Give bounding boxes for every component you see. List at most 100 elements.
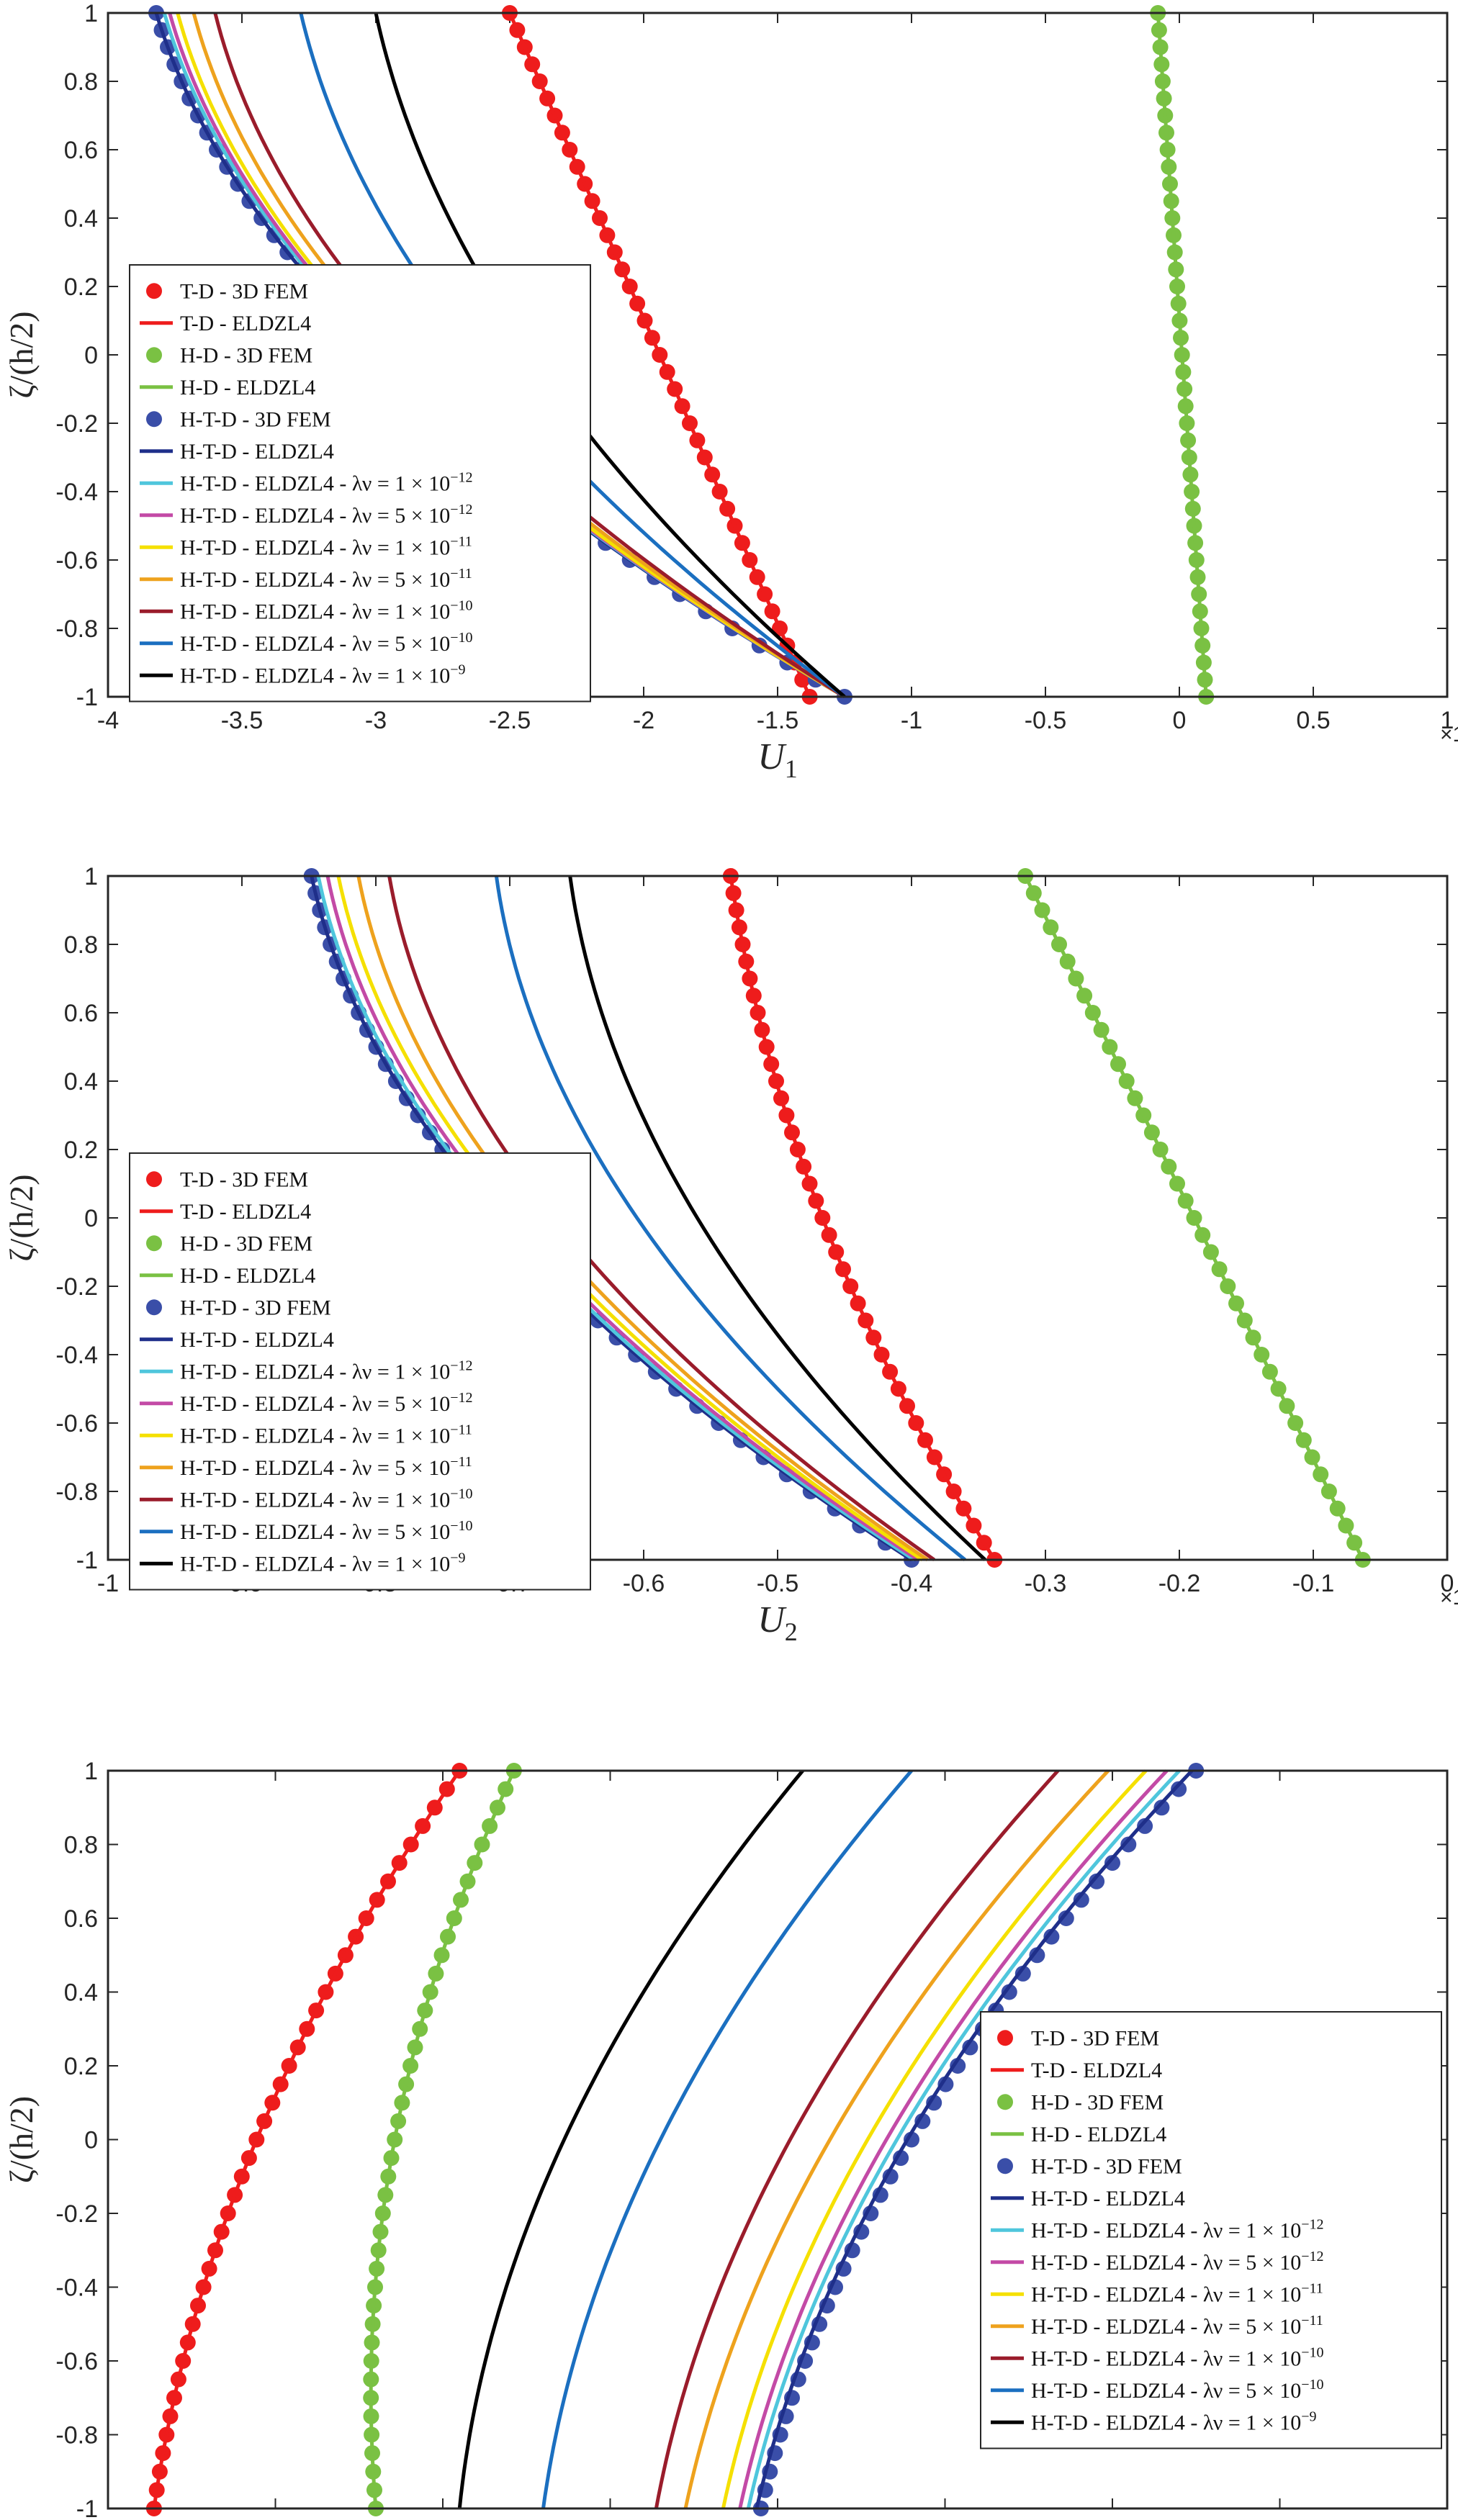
y-tick-label: -0.6 [55, 547, 98, 574]
y-tick-label: 0.6 [64, 1000, 98, 1027]
x-tick-label: 0.6 [258, 2519, 292, 2520]
legend-marker [146, 411, 162, 428]
legend-item-l2: H-T-D - ELDZL4 - λν = 5 × 10−12 [140, 1390, 473, 1416]
legend-label: H-T-D - 3D FEM [180, 407, 331, 431]
data-point-htd_fem [937, 2076, 954, 2092]
legend-marker [997, 2158, 1013, 2174]
axis-multiplier: ×10-5 [1440, 717, 1458, 746]
series-line-td_line [152, 1769, 462, 2509]
legend-item-l1: H-T-D - ELDZL4 - λν = 1 × 10−12 [140, 1358, 473, 1383]
legend-label: H-T-D - ELDZL4 - λν = 5 × 10−10 [1031, 2377, 1324, 2403]
legend-box [129, 264, 591, 703]
legend-marker [146, 347, 162, 363]
data-point-htd_fem [1001, 1984, 1017, 2000]
y-tick-label: 0 [84, 1205, 98, 1232]
x-tick-label: -0.6 [623, 1570, 665, 1597]
y-tick-label: 0.6 [64, 1905, 98, 1933]
legend-item-l5: H-T-D - ELDZL4 - λν = 1 × 10−10 [140, 597, 473, 623]
series-line-hd_line [1156, 12, 1208, 697]
legend-item-l7: H-T-D - ELDZL4 - λν = 1 × 10−9 [991, 2408, 1317, 2434]
legend-item-htd_line: H-T-D - ELDZL4 [991, 2187, 1185, 2210]
legend-label: T-D - ELDZL4 [180, 312, 311, 335]
legend-item-l4: H-T-D - ELDZL4 - λν = 5 × 10−11 [140, 1454, 472, 1480]
legend-item-td_fem: T-D - 3D FEM [997, 2026, 1159, 2050]
legend-label: H-T-D - ELDZL4 - λν = 1 × 10−11 [180, 533, 472, 559]
y-tick-label: 0.4 [64, 1068, 98, 1096]
y-tick-label: -1 [76, 1547, 98, 1574]
legend-label: H-D - 3D FEM [1031, 2090, 1164, 2114]
y-tick-label: 1 [84, 1758, 98, 1785]
axes-frame [107, 12, 1449, 698]
legend-label: H-T-D - ELDZL4 - λν = 1 × 10−12 [180, 1358, 473, 1383]
y-tick-label: 0.8 [64, 68, 98, 96]
y-tick-label: 0.2 [64, 274, 98, 301]
legend-item-td_line: T-D - ELDZL4 [140, 312, 311, 335]
legend-label: H-T-D - ELDZL4 - λν = 1 × 10−10 [1031, 2344, 1324, 2370]
data-point-htd_fem [1153, 1799, 1170, 1816]
data-point-htd_fem [926, 2095, 942, 2111]
data-point-htd_fem [962, 2039, 978, 2056]
legend-label: H-T-D - ELDZL4 - λν = 5 × 10−11 [180, 566, 472, 592]
legend-item-htd_line: H-T-D - ELDZL4 [140, 440, 334, 464]
data-point-htd_fem [1058, 1910, 1074, 1926]
x-tick-label: 0 [1173, 707, 1187, 734]
y-tick-label: 0 [84, 342, 98, 369]
series-markers-hd_fem [1150, 5, 1215, 705]
series-line-l1 [746, 1769, 1181, 2509]
legend-label: H-T-D - ELDZL4 - λν = 5 × 10−11 [1031, 2313, 1323, 2339]
legend-item-td_fem: T-D - 3D FEM [146, 279, 308, 303]
legend-marker [146, 1171, 162, 1188]
chart-panel-u1: -4 -3.5 -3 -2.5 -2 -1.5 -1 -0.5 0 0.5 1 -1 -0.8 -0.6 -… [3, 0, 1458, 783]
legend-label: H-T-D - ELDZL4 - λν = 1 × 10−10 [180, 1486, 473, 1512]
legend-marker [997, 2094, 1013, 2110]
legend-item-l7: H-T-D - ELDZL4 - λν = 1 × 10−9 [140, 1550, 466, 1576]
x-tick-label: -0.5 [1025, 707, 1067, 734]
legend-marker [146, 1299, 162, 1316]
x-tick-label: -1 [901, 707, 922, 734]
series-line-td_line [508, 12, 811, 698]
legend-label: H-T-D - ELDZL4 - λν = 1 × 10−10 [180, 597, 473, 623]
y-tick-label: -0.8 [55, 1478, 98, 1506]
legend-label: H-T-D - ELDZL4 - λν = 5 × 10−11 [180, 1454, 472, 1480]
y-tick-label: 0.2 [64, 1137, 98, 1164]
legend-item-l2: H-T-D - ELDZL4 - λν = 5 × 10−12 [991, 2249, 1324, 2275]
legend-item-htd_fem: H-T-D - 3D FEM [997, 2154, 1182, 2178]
legend-item-l4: H-T-D - ELDZL4 - λν = 5 × 10−11 [140, 566, 472, 592]
legend-item-l6: H-T-D - ELDZL4 - λν = 5 × 10−10 [140, 630, 473, 656]
x-tick-label: -2 [633, 707, 654, 734]
y-tick-label: -0.4 [55, 1342, 98, 1369]
legend-item-htd_fem: H-T-D - 3D FEM [146, 407, 331, 431]
x-tick-label: -0.4 [891, 1570, 933, 1597]
legend-item-hd_fem: H-D - 3D FEM [997, 2090, 1164, 2114]
series-layer [145, 1763, 1205, 2516]
legend-label: H-D - 3D FEM [180, 1232, 312, 1255]
legend-item-l3: H-T-D - ELDZL4 - λν = 1 × 10−11 [140, 533, 472, 559]
y-tick-label: 0.6 [64, 137, 98, 164]
y-tick-label: -0.2 [55, 410, 98, 438]
x-tick-label: -3.5 [221, 707, 264, 734]
legend-item-l5: H-T-D - ELDZL4 - λν = 1 × 10−10 [140, 1486, 473, 1512]
y-tick-label: 0 [84, 2127, 98, 2154]
x-tick-label: -3 [365, 707, 387, 734]
legend-item-l3: H-T-D - ELDZL4 - λν = 1 × 10−11 [991, 2280, 1323, 2306]
x-tick-label: 1.4 [928, 2519, 962, 2520]
data-point-htd_fem [1073, 1892, 1089, 1908]
legend-label: H-T-D - ELDZL4 - λν = 1 × 10−12 [1031, 2216, 1324, 2242]
y-axis-label: ζ/(h/2) [3, 1174, 40, 1261]
y-tick-label: 1 [84, 0, 98, 27]
data-point-htd_fem [1014, 1965, 1031, 1982]
data-point-htd_fem [950, 2058, 966, 2074]
x-tick-label: 1.2 [760, 2519, 794, 2520]
series-line-l7 [568, 875, 987, 1561]
series-line-l4 [683, 1769, 1110, 2509]
legend-item-htd_fem: H-T-D - 3D FEM [146, 1296, 331, 1319]
y-tick-label: -0.2 [55, 1273, 98, 1301]
series-line-l3 [721, 1769, 1148, 2509]
x-axis-label: U1 [757, 736, 798, 783]
legend-item-hd_line: H-D - ELDZL4 [140, 1264, 315, 1288]
y-tick-label: -0.6 [55, 2348, 98, 2375]
x-tick-label: -1 [97, 1570, 119, 1597]
series-line-l6 [494, 875, 966, 1561]
legend-item-l2: H-T-D - ELDZL4 - λν = 5 × 10−12 [140, 502, 473, 528]
